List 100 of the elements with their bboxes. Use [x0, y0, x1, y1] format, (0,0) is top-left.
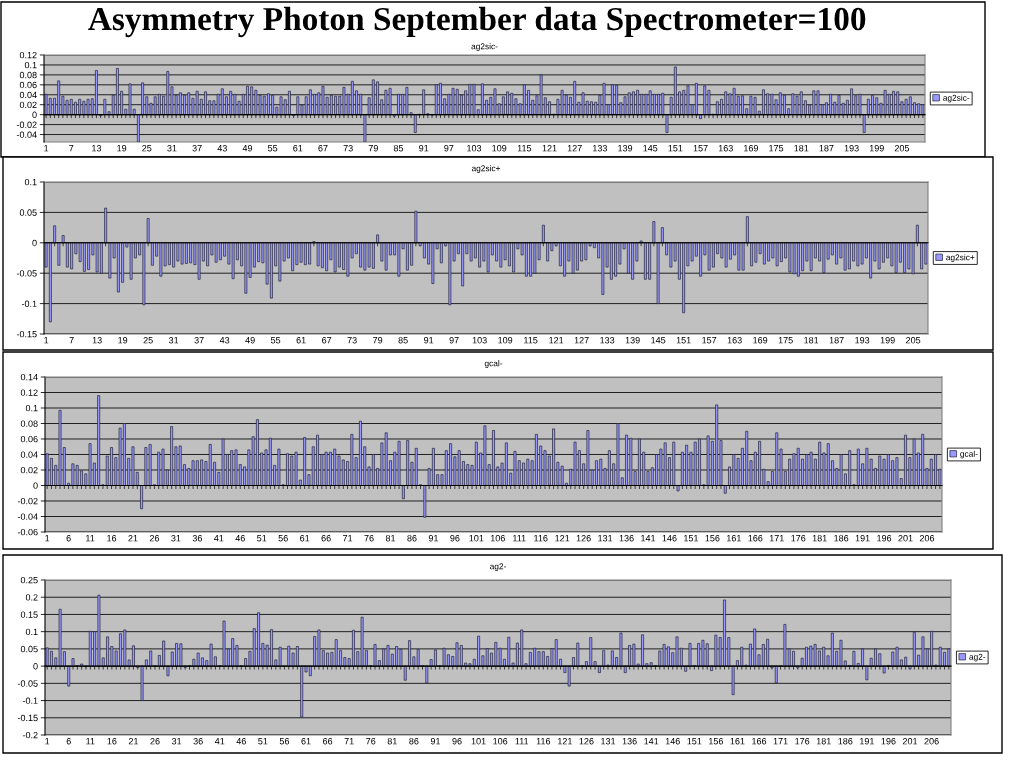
x-tick-label: 161 — [727, 535, 741, 542]
x-tick-label: 7 — [69, 337, 74, 344]
x-tick-label: 116 — [534, 535, 548, 542]
x-tick-label: 85 — [393, 145, 404, 152]
y-tick-label: 0.08 — [20, 420, 38, 427]
x-tick-label: 169 — [744, 145, 758, 152]
chart-title: gcal- — [484, 360, 503, 368]
x-tick-label: 6 — [66, 535, 71, 542]
x-tick-label: 169 — [753, 337, 768, 344]
x-tick-label: 199 — [880, 337, 895, 344]
x-tick-label: 126 — [579, 738, 594, 745]
x-tick-label: 16 — [107, 535, 117, 542]
x-tick-label: 141 — [644, 738, 659, 745]
x-tick-label: 13 — [92, 145, 102, 152]
y-tick-label: 0 — [32, 239, 37, 247]
x-tick-label: 176 — [795, 738, 810, 745]
y-tick-label: -0.1 — [22, 697, 38, 704]
y-tick-label: 0.1 — [25, 628, 38, 636]
x-tick-label: 127 — [567, 145, 582, 152]
y-tick-label: 0.2 — [25, 594, 38, 601]
y-tick-label: -0.2 — [22, 731, 38, 739]
y-tick-label: -0.15 — [17, 714, 38, 722]
x-tick-label: 196 — [877, 535, 892, 542]
y-tick-label: 0.1 — [25, 404, 38, 412]
x-tick-label: 19 — [118, 337, 128, 344]
x-tick-label: 175 — [769, 145, 784, 152]
x-tick-label: 91 — [419, 145, 429, 152]
x-tick-label: 157 — [702, 337, 717, 344]
x-tick-label: 46 — [235, 535, 245, 542]
y-tick-label: -0.02 — [17, 497, 38, 505]
x-tick-label: 76 — [366, 738, 376, 745]
y-tick-label: 0.1 — [24, 178, 37, 186]
x-tick-label: 13 — [92, 337, 102, 344]
x-tick-label: 73 — [347, 337, 357, 344]
x-tick-label: 31 — [167, 145, 177, 152]
x-tick-label: 79 — [368, 145, 378, 152]
x-tick-label: 79 — [373, 337, 383, 344]
x-tick-label: 96 — [450, 535, 460, 542]
x-tick-label: 161 — [730, 738, 745, 745]
y-tick-label: 0 — [33, 663, 38, 670]
x-tick-label: 126 — [576, 535, 591, 542]
x-tick-label: 186 — [834, 535, 849, 542]
x-tick-label: 187 — [819, 145, 834, 152]
x-tick-label: 121 — [549, 337, 564, 344]
x-tick-label: 166 — [752, 738, 767, 745]
x-tick-label: 106 — [490, 535, 505, 542]
x-tick-label: 101 — [469, 535, 484, 542]
y-tick-label: -0.05 — [16, 270, 37, 277]
x-tick-label: 191 — [855, 535, 870, 542]
x-tick-label: 51 — [257, 535, 267, 542]
legend-label: ag2sic+ — [946, 254, 975, 262]
x-tick-label: 115 — [524, 337, 538, 344]
x-tick-label: 193 — [844, 145, 859, 152]
x-tick-label: 156 — [705, 535, 720, 542]
x-tick-label: 106 — [493, 738, 508, 745]
y-tick-label: -0.04 — [17, 513, 38, 520]
x-tick-label: 91 — [424, 337, 434, 344]
x-tick-label: 51 — [258, 738, 268, 745]
x-tick-label: 157 — [693, 145, 708, 152]
x-tick-label: 96 — [452, 738, 462, 745]
x-tick-label: 97 — [444, 145, 454, 152]
x-tick-label: 81 — [385, 535, 396, 542]
x-tick-label: 121 — [542, 145, 557, 152]
x-tick-label: 61 — [300, 535, 310, 542]
x-tick-label: 187 — [829, 337, 844, 344]
y-tick-label: 0.05 — [20, 645, 38, 653]
x-tick-label: 115 — [517, 145, 532, 152]
x-tick-label: 31 — [168, 337, 179, 344]
x-tick-label: 49 — [245, 337, 255, 344]
x-tick-label: 49 — [242, 145, 253, 152]
x-tick-label: 131 — [598, 535, 613, 542]
legend-label: ag2sic- — [943, 94, 970, 103]
x-tick-label: 46 — [236, 738, 246, 745]
x-tick-label: 91 — [428, 535, 438, 542]
x-tick-label: 175 — [778, 337, 793, 344]
x-tick-label: 151 — [676, 337, 691, 344]
x-tick-label: 111 — [513, 535, 526, 542]
y-tick-label: 0.05 — [19, 209, 37, 216]
x-tick-label: 91 — [430, 738, 441, 745]
y-tick-label: -0.02 — [16, 121, 37, 128]
y-tick-label: 0.02 — [19, 101, 37, 109]
x-tick-label: 26 — [149, 535, 160, 542]
x-tick-label: 191 — [860, 738, 874, 745]
x-tick-label: 181 — [804, 337, 819, 344]
x-tick-label: 86 — [407, 535, 417, 542]
x-tick-label: 156 — [709, 738, 724, 745]
x-tick-label: 19 — [117, 145, 127, 152]
x-tick-label: 85 — [398, 337, 408, 344]
x-tick-label: 206 — [924, 738, 939, 745]
chart-subtitle: ag2sic- — [471, 43, 498, 51]
x-tick-label: 1 — [44, 145, 49, 152]
x-tick-label: 1 — [45, 535, 50, 542]
x-tick-label: 133 — [600, 337, 615, 344]
x-tick-label: 181 — [794, 145, 809, 152]
x-tick-label: 196 — [881, 738, 896, 745]
x-tick-label: 109 — [492, 145, 507, 152]
x-tick-label: 103 — [472, 337, 487, 344]
x-tick-label: 136 — [622, 738, 637, 745]
x-tick-label: 171 — [773, 738, 788, 745]
y-tick-label: -0.15 — [16, 330, 37, 338]
